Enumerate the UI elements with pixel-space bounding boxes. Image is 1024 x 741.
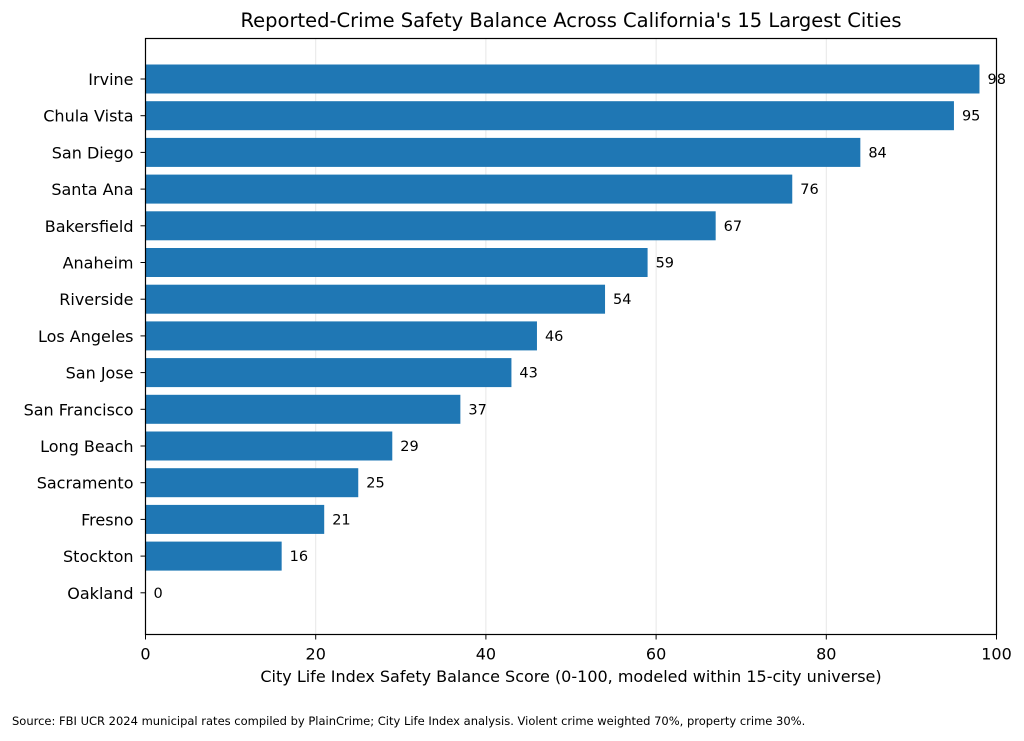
category-labels: Irvine Chula Vista San Diego Santa Ana Baker… (24, 70, 146, 603)
data-label: 29 (400, 439, 418, 455)
data-label: 98 (987, 72, 1005, 88)
bar (145, 468, 359, 498)
category-label: Los Angeles (38, 327, 134, 346)
plot-frame (144, 37, 998, 636)
category-label: Chula Vista (43, 107, 133, 126)
x-tick-label: 40 (476, 645, 496, 664)
bar (145, 321, 537, 351)
bar (145, 174, 793, 204)
data-label: 84 (868, 145, 886, 161)
bar (145, 137, 861, 167)
category-label: San Francisco (24, 400, 134, 419)
bar (145, 248, 648, 277)
data-label: 43 (519, 366, 537, 382)
category-label: Irvine (88, 70, 133, 89)
bar (145, 101, 954, 131)
data-label: 21 (332, 512, 350, 528)
bar (145, 431, 393, 461)
category-label: Santa Ana (51, 180, 133, 199)
category-label: Anaheim (63, 254, 134, 273)
data-label: 59 (656, 256, 674, 272)
data-label: 0 (154, 586, 163, 602)
data-label: 54 (613, 292, 631, 308)
x-tick-label: 100 (981, 645, 1012, 664)
data-labels: 98 95 84 76 67 59 54 46 43 37 29 25 21 16 0 (154, 72, 1006, 602)
bar (145, 504, 325, 534)
category-label: Riverside (59, 290, 133, 309)
category-label: Sacramento (37, 474, 134, 493)
x-axis-label: City Life Index Safety Balance Score (0-… (260, 667, 881, 686)
data-label: 67 (724, 219, 742, 235)
bars (145, 64, 980, 571)
category-label: San Diego (52, 143, 134, 162)
data-label: 95 (962, 109, 980, 125)
data-label: 37 (468, 402, 486, 418)
x-tick-label: 20 (306, 645, 326, 664)
chart-title: Reported-Crime Safety Balance Across Cal… (240, 9, 901, 32)
x-axis-ticks: 0 20 40 60 80 100 (140, 634, 1012, 664)
category-label: Long Beach (40, 437, 133, 456)
bar (145, 394, 461, 424)
x-tick-label: 60 (646, 645, 666, 664)
x-tick-label: 80 (816, 645, 836, 664)
bar (145, 541, 282, 571)
bar (145, 211, 716, 241)
data-label: 16 (290, 549, 308, 565)
source-note: Source: FBI UCR 2024 municipal rates com… (12, 714, 806, 728)
x-tick-label: 0 (140, 645, 150, 664)
bar (145, 358, 512, 388)
category-label: Bakersfield (45, 217, 134, 236)
category-label: San Jose (66, 364, 134, 383)
category-label: Oakland (67, 584, 133, 603)
bar (145, 284, 606, 314)
bar (145, 64, 980, 94)
data-label: 25 (366, 476, 384, 492)
data-label: 76 (800, 182, 818, 198)
category-label: Fresno (81, 510, 133, 529)
category-label: Stockton (63, 547, 133, 566)
data-label: 46 (545, 329, 563, 345)
